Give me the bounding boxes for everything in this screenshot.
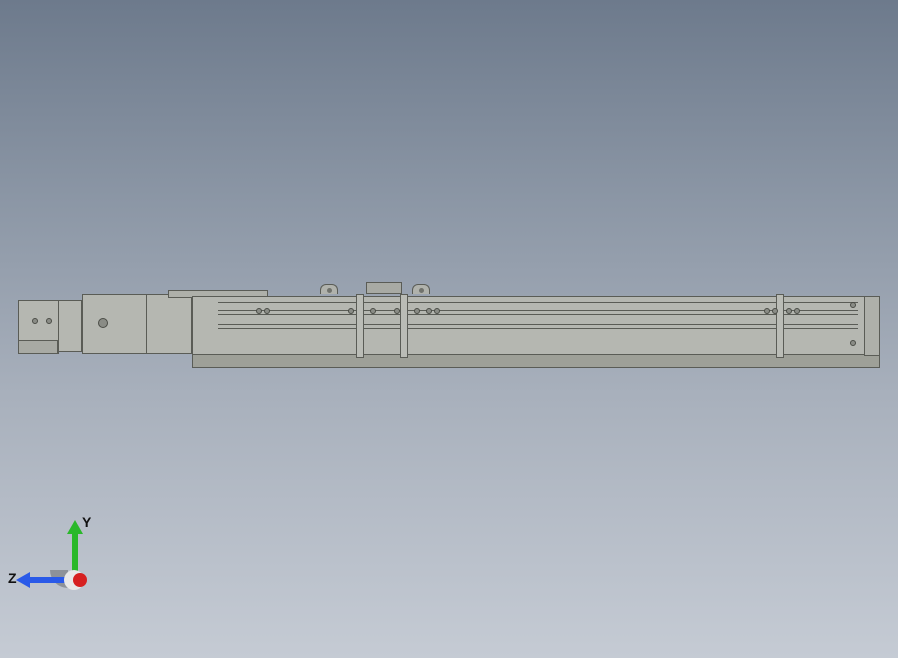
rail-groove-2 <box>218 324 858 325</box>
y-axis-arrow-icon <box>67 520 83 534</box>
hole-icon <box>46 318 52 324</box>
hole-icon <box>264 308 270 314</box>
hole-icon <box>394 308 400 314</box>
rail-bracket <box>776 294 784 358</box>
rail-groove-2b <box>218 328 858 329</box>
rail-bracket <box>356 294 364 358</box>
rail-bracket <box>400 294 408 358</box>
cad-viewport[interactable]: Y Z <box>0 0 898 658</box>
y-axis-label: Y <box>82 514 91 530</box>
hole-icon <box>348 308 354 314</box>
hole-icon <box>434 308 440 314</box>
hole-icon <box>850 340 856 346</box>
right-end-cap <box>864 296 880 356</box>
hole-icon <box>786 308 792 314</box>
z-axis-arrow-icon <box>16 572 30 588</box>
left-end-notch <box>18 340 58 354</box>
model-assembly[interactable] <box>18 288 880 370</box>
rail-top-edge <box>218 302 858 303</box>
hole-icon <box>414 308 420 314</box>
x-axis-icon <box>73 573 87 587</box>
carriage-lug <box>412 284 430 294</box>
orientation-triad[interactable]: Y Z <box>20 520 100 600</box>
hole-icon <box>772 308 778 314</box>
carriage-lug <box>320 284 338 294</box>
hole-icon <box>98 318 108 328</box>
hole-icon <box>256 308 262 314</box>
motor-seam <box>146 294 147 354</box>
rail-groove-1b <box>218 314 858 315</box>
rail-groove-1 <box>218 310 858 311</box>
carriage-block <box>366 282 402 294</box>
y-axis-icon <box>72 530 78 574</box>
hole-icon <box>764 308 770 314</box>
hole-icon <box>850 302 856 308</box>
z-axis-label: Z <box>8 570 17 586</box>
hole-icon <box>32 318 38 324</box>
hole-icon <box>794 308 800 314</box>
hole-icon <box>426 308 432 314</box>
left-end-vline <box>58 300 59 354</box>
hole-icon <box>370 308 376 314</box>
